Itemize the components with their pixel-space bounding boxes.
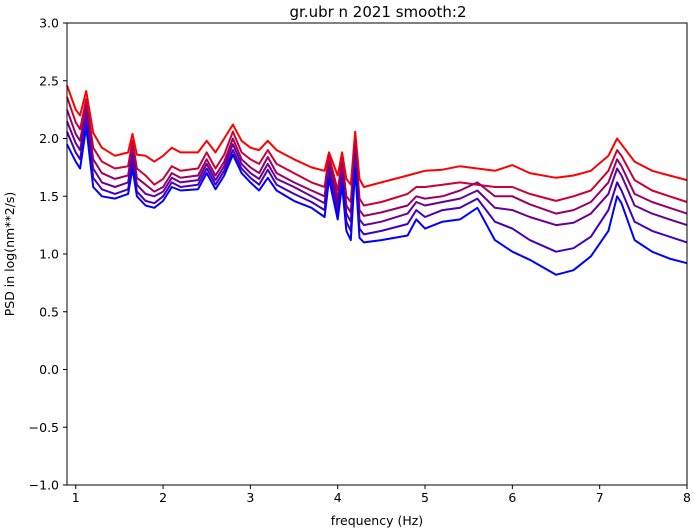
x-tick-label: 8 bbox=[683, 490, 691, 505]
x-tick-label: 5 bbox=[421, 490, 429, 505]
x-axis-ticks: 1 2 3 4 5 6 7 8 bbox=[72, 485, 691, 505]
chart-title: gr.ubr n 2021 smooth:2 bbox=[289, 3, 466, 21]
y-tick-label: 3.0 bbox=[39, 16, 59, 31]
x-tick-label: 7 bbox=[596, 490, 604, 505]
y-tick-label: 2.5 bbox=[39, 73, 59, 88]
series-layer bbox=[66, 85, 688, 276]
x-tick-label: 2 bbox=[159, 490, 167, 505]
x-tick-label: 6 bbox=[508, 490, 516, 505]
y-tick-label: 0.5 bbox=[39, 304, 59, 319]
y-axis-label: PSD in log(nm**2/s) bbox=[2, 192, 17, 317]
y-tick-label: 2.0 bbox=[39, 131, 59, 146]
y-tick-label: 1.5 bbox=[39, 189, 59, 204]
y-tick-label: −0.5 bbox=[29, 420, 59, 435]
y-tick-label: 1.0 bbox=[39, 247, 59, 262]
y-tick-label: 0.0 bbox=[39, 362, 59, 377]
series-line-6 bbox=[66, 125, 688, 276]
x-tick-label: 3 bbox=[246, 490, 254, 505]
plot-frame bbox=[66, 22, 688, 486]
x-tick-label: 4 bbox=[334, 490, 342, 505]
x-tick-label: 1 bbox=[72, 490, 80, 505]
y-tick-label: −1.0 bbox=[29, 478, 59, 493]
x-axis-label: frequency (Hz) bbox=[331, 513, 423, 528]
y-axis-ticks: −1.0 −0.5 0.0 0.5 1.0 1.5 2.0 2.5 3.0 bbox=[29, 16, 67, 493]
series-line-1 bbox=[66, 85, 688, 188]
